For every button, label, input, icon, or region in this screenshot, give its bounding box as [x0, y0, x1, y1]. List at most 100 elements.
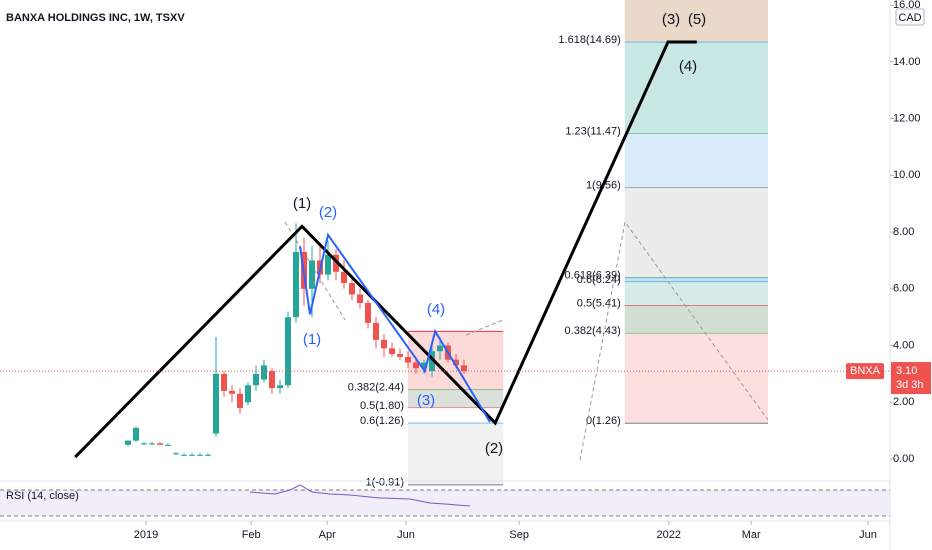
x-tick-label: Sep: [509, 529, 529, 541]
fib-label: 0(1.26): [586, 415, 621, 427]
candle-body: [429, 351, 435, 372]
candle-body: [349, 283, 355, 295]
candle-body: [205, 454, 211, 456]
x-tick-label: Apr: [319, 529, 336, 541]
candle-body: [285, 317, 291, 386]
plot: [74, 40, 697, 459]
candle-body: [221, 373, 227, 391]
candle-body: [333, 254, 339, 272]
fib-label: 1.23(11.47): [565, 126, 620, 138]
candle-body: [269, 371, 275, 389]
x-tick-label: Mar: [742, 529, 761, 541]
fib-zone: [624, 281, 768, 306]
candle-body: [133, 427, 139, 441]
fib-label: 0.382(4.43): [565, 325, 621, 337]
fib-zone: [624, 133, 768, 188]
candle-body: [141, 443, 147, 445]
indicator-label: RSI (14, close): [6, 490, 79, 502]
wave-label: (4): [427, 301, 445, 318]
candle-body: [229, 390, 235, 394]
fib-zone: [624, 333, 768, 424]
wave-label: (4): [679, 58, 697, 75]
fib-label: 0.5(1.80): [360, 400, 404, 412]
candle-body: [181, 454, 187, 456]
candle-body: [125, 440, 131, 445]
symbol: BNXA: [850, 365, 881, 377]
rsi-band: [0, 490, 890, 516]
candle-body: [309, 260, 315, 289]
chart-title: BANXA HOLDINGS INC, 1W, TSXV: [6, 12, 185, 24]
x-tick-label: Jun: [859, 529, 877, 541]
y-tick-label: 4.00: [893, 339, 914, 351]
x-tick-label: Feb: [242, 529, 261, 541]
candle-body: [373, 322, 379, 340]
fib-label: 1(-0.91): [365, 477, 404, 489]
currency-box: [895, 8, 925, 26]
candle-body: [165, 444, 171, 446]
y-tick-label: 14.00: [893, 56, 921, 68]
countdown: 3d 3h: [896, 379, 924, 391]
x-tick-label: Jun: [397, 529, 415, 541]
fib-zone: [624, 305, 768, 334]
y-tick-label: 2.00: [893, 396, 914, 408]
wave-label: (3): [662, 11, 680, 28]
price-tag: [891, 362, 931, 395]
wave-label: (5): [688, 11, 706, 28]
wave-label: (1): [303, 331, 321, 348]
y-tick-label: 16.00: [893, 0, 921, 11]
last-price: 3.10: [896, 365, 917, 377]
currency: CAD: [898, 12, 921, 24]
candle-body: [381, 339, 387, 349]
candle-body: [197, 454, 203, 456]
y-tick-label: 12.00: [893, 112, 921, 124]
fib-label: 0.6(6.24): [577, 274, 621, 286]
fib-zone: [624, 277, 768, 282]
candle-body: [405, 356, 411, 363]
wave-label: (2): [319, 204, 337, 221]
candle-body: [237, 393, 243, 408]
candle-body: [357, 294, 363, 303]
fib-layer: 0.382(2.44) 0.5(1.80) 0.6(1.26) 1(-0.91) 1.6…: [348, 0, 768, 489]
candle-body: [253, 373, 259, 386]
projection: [579, 220, 769, 461]
candle-body: [277, 385, 283, 389]
symbol-tag: [846, 363, 884, 380]
candle-body: [389, 348, 395, 355]
fib-label: 0.382(2.44): [348, 382, 404, 394]
candle-body: [325, 254, 331, 275]
fib-zone: [408, 423, 504, 485]
wave-line: [299, 232, 491, 423]
wave-label: (2): [485, 440, 503, 457]
fib-zone: [624, 0, 768, 43]
fib-label: 1.618(14.69): [558, 34, 620, 46]
candle-body: [213, 373, 219, 434]
rsi-line: [249, 484, 471, 507]
y-tick-label: 6.00: [893, 283, 914, 295]
candle-body: [293, 251, 299, 318]
candle-body: [461, 365, 467, 372]
candle-body: [173, 453, 179, 455]
candle-body: [421, 362, 427, 369]
fib-label: 0.618(6.39): [565, 270, 621, 282]
y-tick-label: 10.00: [893, 169, 921, 181]
candle-body: [189, 454, 195, 456]
y-tick-label: 8.00: [893, 226, 914, 238]
candle-body: [453, 359, 459, 366]
x-tick-label: 2019: [134, 529, 158, 541]
candle-body: [157, 443, 163, 445]
fib-zone: [408, 407, 504, 424]
fib-label: 0.6(1.26): [360, 415, 404, 427]
candle-body: [437, 345, 443, 352]
candle-body: [245, 385, 251, 403]
candle-body: [397, 354, 403, 357]
wave-label: (1): [293, 195, 311, 212]
fib-label: 0.5(5.41): [577, 297, 621, 309]
candle-body: [149, 443, 155, 445]
candle-body: [413, 362, 419, 369]
candle-body: [261, 365, 267, 380]
candle-body: [341, 271, 347, 284]
fib-zone: [624, 187, 768, 278]
x-tick-label: 2022: [657, 529, 681, 541]
